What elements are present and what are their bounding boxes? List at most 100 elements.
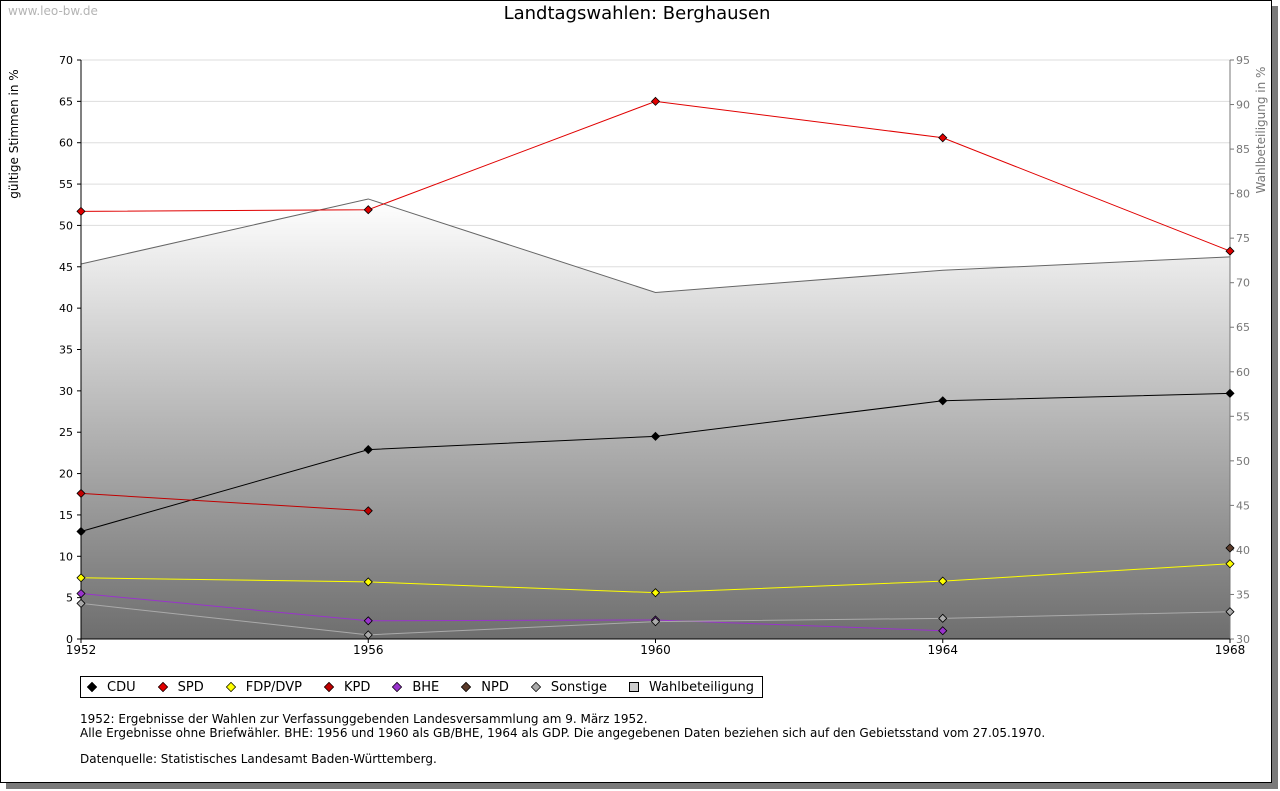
note-line-2: Alle Ergebnisse ohne Briefwähler. BHE: 1… bbox=[80, 726, 1046, 740]
y-tick-label-right: 45 bbox=[1236, 499, 1250, 512]
series-line-bhe bbox=[80, 593, 943, 632]
legend-item-kpd: KPD bbox=[323, 679, 371, 695]
legend-label-fdp-dvp: FDP/DVP bbox=[245, 679, 302, 695]
legend-marker-spd bbox=[157, 681, 168, 693]
legend-item-fdp-dvp: FDP/DVP bbox=[225, 679, 302, 695]
y-tick-label-right: 90 bbox=[1236, 99, 1250, 112]
y-tick-label-left: 45 bbox=[59, 261, 73, 274]
legend-label-spd: SPD bbox=[177, 679, 204, 695]
y-tick-label-right: 95 bbox=[1236, 54, 1250, 67]
y-tick-label-right: 40 bbox=[1236, 544, 1250, 557]
data-point-kpd bbox=[363, 506, 373, 516]
y-tick-label-right: 80 bbox=[1236, 188, 1250, 201]
series-fdp-dvp bbox=[76, 559, 1235, 598]
legend-item-cdu: CDU bbox=[86, 679, 136, 695]
data-point-fdp-dvp bbox=[1225, 559, 1235, 569]
data-point-sonstige bbox=[938, 613, 948, 623]
y-tick-label-left: 55 bbox=[59, 178, 73, 191]
y-tick-label-right: 30 bbox=[1236, 633, 1250, 646]
legend-label-kpd: KPD bbox=[343, 679, 371, 695]
y-tick-label-left: 65 bbox=[59, 95, 73, 108]
legend-item-npd: NPD bbox=[461, 680, 509, 695]
x-tick-label: 1960 bbox=[640, 643, 671, 657]
y-tick-label-left: 5 bbox=[66, 592, 73, 605]
chart-plot: 0 5 10 15 20 25 30 35 40 45 50 55 60 65 70 30 35 40 45 50 55… bbox=[59, 54, 1250, 657]
legend-label-npd: NPD bbox=[481, 679, 509, 695]
x-tick-label: 1968 bbox=[1215, 643, 1246, 657]
y-tick-label-left: 40 bbox=[59, 302, 73, 315]
data-point-spd bbox=[938, 133, 948, 143]
data-point-sonstige bbox=[1225, 607, 1235, 617]
x-tick-label: 1956 bbox=[353, 643, 384, 657]
y-tick-label-left: 10 bbox=[59, 550, 73, 563]
data-point-sonstige bbox=[650, 617, 661, 627]
x-tick-label: 1964 bbox=[927, 643, 958, 657]
legend-marker-wahlbeteiligung bbox=[629, 682, 640, 692]
data-point-spd bbox=[1225, 246, 1235, 256]
y-tick-label-left: 70 bbox=[59, 54, 73, 67]
data-point-spd bbox=[363, 205, 373, 215]
y-tick-label-left: 30 bbox=[59, 385, 73, 398]
data-point-cdu bbox=[650, 431, 661, 441]
note-line-1: 1952: Ergebnisse der Wahlen zur Verfassu… bbox=[80, 712, 648, 726]
y-tick-label-left: 15 bbox=[59, 509, 73, 522]
legend-item-wahlbeteiligung: Wahlbeteiligung bbox=[629, 680, 754, 695]
series-cdu bbox=[76, 388, 1235, 537]
data-source: Datenquelle: Statistisches Landesamt Bad… bbox=[80, 752, 437, 766]
y-tick-label-right: 50 bbox=[1236, 455, 1250, 468]
legend-label-wahlbeteiligung: Wahlbeteiligung bbox=[649, 679, 755, 695]
turnout-area-layer bbox=[80, 198, 1231, 639]
series-layer bbox=[76, 96, 1235, 640]
legend-item-spd: SPD bbox=[157, 679, 204, 695]
legend-marker-cdu bbox=[86, 681, 98, 693]
data-point-sonstige bbox=[76, 598, 86, 608]
frame-shadow-bottom bbox=[6, 783, 1278, 789]
data-point-spd bbox=[650, 96, 661, 106]
data-point-kpd bbox=[76, 488, 86, 498]
data-point-fdp-dvp bbox=[363, 577, 373, 587]
y-tick-label-right: 65 bbox=[1236, 321, 1250, 334]
axes bbox=[77, 59, 1234, 643]
y-tick-label-left: 35 bbox=[59, 344, 73, 357]
data-point-fdp-dvp bbox=[76, 573, 86, 583]
series-sonstige bbox=[76, 598, 1235, 640]
y-tick-label-right: 55 bbox=[1236, 410, 1250, 423]
y-tick-label-left: 25 bbox=[59, 426, 73, 439]
y-tick-label-right: 85 bbox=[1236, 143, 1250, 156]
y-tick-label-left: 20 bbox=[59, 468, 73, 481]
legend-marker-sonstige bbox=[530, 681, 541, 693]
y-tick-label-right: 70 bbox=[1236, 277, 1250, 290]
turnout-line bbox=[80, 198, 1231, 293]
y-tick-label-right: 75 bbox=[1236, 232, 1250, 245]
y-tick-label-left: 0 bbox=[66, 633, 73, 646]
data-point-cdu bbox=[1225, 388, 1235, 398]
y-tick-label-left: 50 bbox=[59, 219, 73, 232]
data-point-spd bbox=[76, 206, 86, 216]
legend-marker-npd bbox=[461, 681, 472, 693]
tick-labels: 0 5 10 15 20 25 30 35 40 45 50 55 60 65 70 30 35 40 45 50 55… bbox=[59, 54, 1250, 657]
data-point-npd bbox=[1225, 543, 1235, 553]
legend-label-sonstige: Sonstige bbox=[550, 679, 608, 695]
legend-item-sonstige: Sonstige bbox=[530, 679, 608, 695]
legend-marker-fdp-dvp bbox=[225, 681, 236, 693]
series-spd bbox=[76, 96, 1235, 256]
y-tick-label-right: 60 bbox=[1236, 366, 1250, 379]
y-tick-label-right: 35 bbox=[1236, 588, 1250, 601]
frame-shadow-right bbox=[1272, 6, 1278, 789]
series-line-kpd bbox=[80, 492, 369, 512]
y-tick-label-left: 60 bbox=[59, 137, 73, 150]
data-point-sonstige bbox=[363, 630, 373, 640]
data-point-fdp-dvp bbox=[650, 588, 661, 598]
data-point-cdu bbox=[363, 445, 373, 455]
data-point-bhe bbox=[938, 626, 948, 636]
x-tick-label: 1952 bbox=[66, 643, 97, 657]
legend-label-cdu: CDU bbox=[107, 679, 136, 695]
legend-marker-kpd bbox=[323, 681, 335, 693]
legend-item-bhe: BHE bbox=[392, 680, 439, 695]
series-kpd bbox=[76, 488, 373, 516]
legend: CDU SPD FDP/DVP KPD BHE NPD Sonstige Wahlbeteil… bbox=[80, 676, 764, 698]
data-point-bhe bbox=[363, 616, 373, 626]
watermark: www.leo-bw.de bbox=[8, 4, 98, 18]
data-point-cdu bbox=[938, 396, 948, 406]
turnout-area bbox=[81, 198, 1230, 639]
